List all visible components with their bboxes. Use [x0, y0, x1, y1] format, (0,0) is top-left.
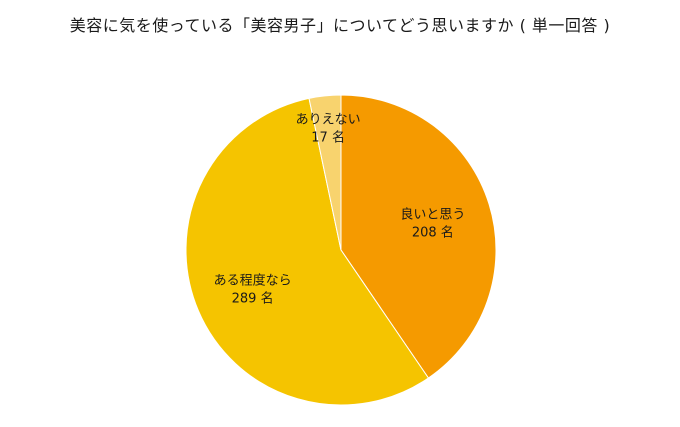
slice-label-2: ありえない: [296, 113, 361, 128]
slice-value-1: 289 名: [232, 291, 274, 307]
pie-slice-1: [185, 97, 430, 406]
pie-slice-2: [308, 94, 342, 251]
pie-slice-0: [340, 94, 497, 379]
slice-value-0: 208 名: [412, 225, 454, 241]
slice-label-0: 良いと思う: [400, 207, 465, 223]
chart-title: 美容に気を使っている「美容男子」についてどう思いますか ( 単一回答 ): [69, 16, 611, 35]
slice-value-2: 17 名: [311, 130, 345, 146]
slice-label-1: ある程度なら: [214, 273, 292, 289]
